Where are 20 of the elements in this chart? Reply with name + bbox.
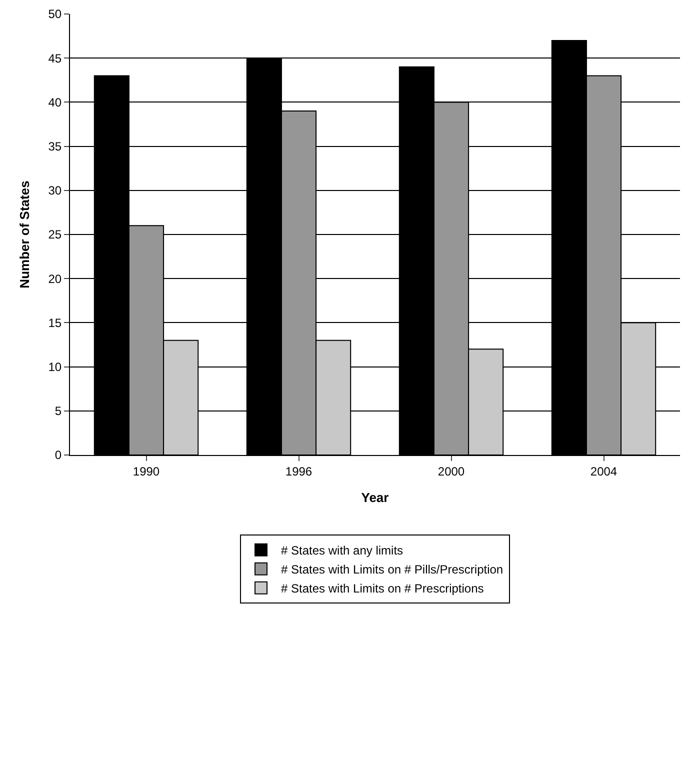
legend-label: # States with Limits on # Pills/Prescription — [281, 562, 504, 577]
legend-label: # States with any limits — [281, 544, 404, 558]
y-tick-label: 35 — [48, 140, 62, 154]
y-tick-label: 5 — [54, 404, 62, 418]
x-axis-title: Year — [361, 490, 389, 505]
x-tick-label: 2004 — [590, 464, 618, 478]
y-tick-label: 40 — [48, 95, 62, 110]
y-tick-label: 10 — [48, 360, 62, 374]
y-tick-label: 20 — [48, 272, 62, 286]
y-tick-label: 15 — [48, 316, 62, 330]
x-tick-label: 1990 — [132, 464, 160, 478]
y-tick-label: 50 — [48, 7, 62, 22]
y-tick-label: 0 — [54, 448, 62, 462]
x-tick-label: 1996 — [285, 464, 312, 478]
y-tick-label: 45 — [48, 51, 62, 66]
y-tick-label: 30 — [48, 184, 62, 198]
y-tick-label: 25 — [48, 228, 62, 242]
x-tick-label: 2000 — [438, 464, 465, 478]
y-axis-title: Number of States — [17, 180, 32, 288]
legend-label: # States with Limits on # Prescriptions — [281, 582, 484, 596]
